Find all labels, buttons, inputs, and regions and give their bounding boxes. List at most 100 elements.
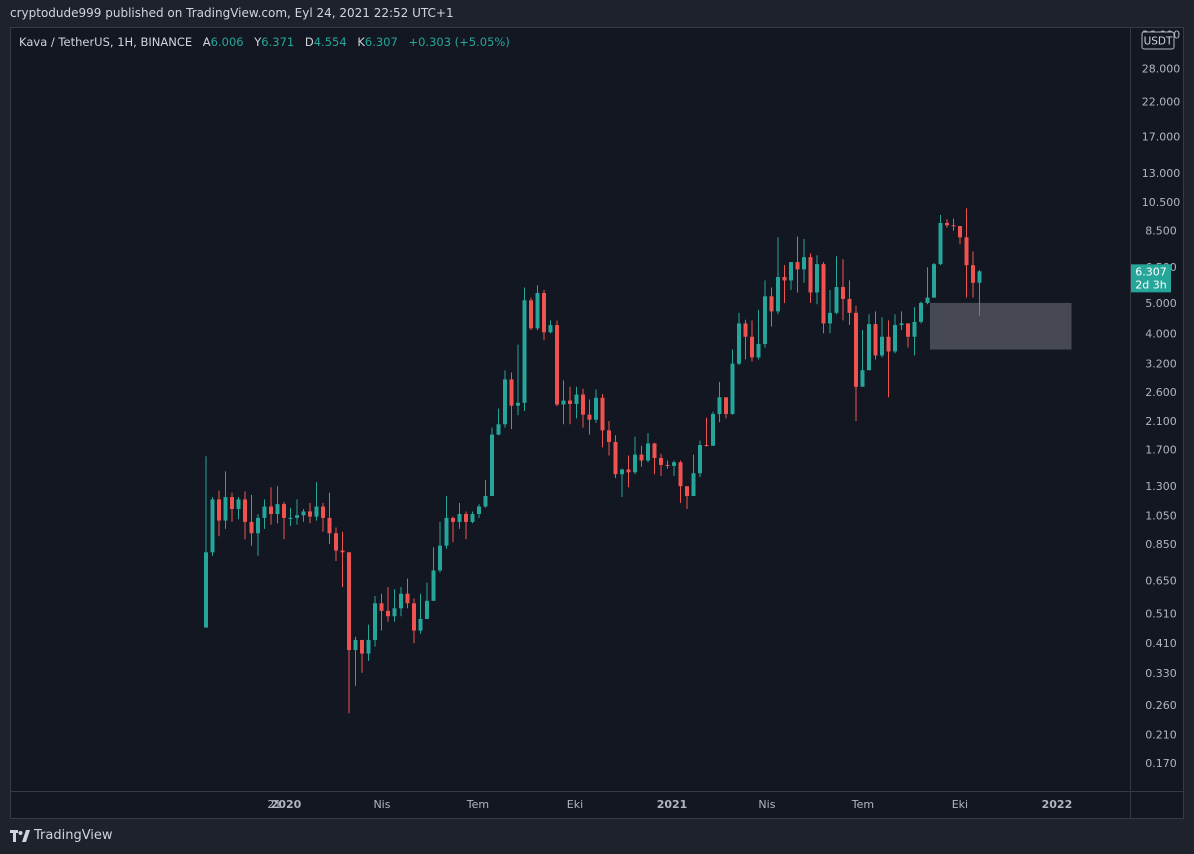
candle bbox=[893, 314, 897, 354]
candle-body bbox=[691, 473, 696, 496]
price-tick-label: 5.000 bbox=[1145, 297, 1177, 310]
candle bbox=[529, 297, 533, 330]
candle bbox=[269, 487, 273, 525]
time-tick-label: 2021 bbox=[657, 798, 688, 811]
candle-body bbox=[808, 257, 813, 293]
candle-body bbox=[522, 300, 527, 403]
candle bbox=[509, 372, 514, 429]
candles-layer bbox=[204, 208, 982, 714]
candle-body bbox=[405, 593, 410, 604]
candle-body bbox=[815, 264, 819, 293]
candle bbox=[223, 471, 228, 529]
candle bbox=[951, 218, 956, 231]
price-tick-label: 2.100 bbox=[1145, 415, 1177, 428]
candle bbox=[386, 586, 390, 622]
candle bbox=[841, 259, 845, 321]
candle bbox=[314, 482, 319, 521]
candle-body bbox=[919, 302, 923, 322]
candle-body bbox=[821, 264, 826, 324]
candle bbox=[802, 238, 806, 283]
candle bbox=[568, 386, 572, 425]
candle bbox=[964, 208, 969, 298]
candle bbox=[737, 312, 741, 365]
candle-body bbox=[529, 300, 533, 329]
candle-body bbox=[496, 424, 501, 435]
candle-body bbox=[795, 262, 800, 270]
candle-body bbox=[951, 225, 956, 227]
price-axis[interactable]: 36.00028.00022.00017.00013.00010.5008.50… bbox=[1142, 28, 1181, 770]
candle bbox=[847, 280, 852, 326]
support-zone-rect[interactable] bbox=[930, 302, 1072, 350]
candlestick-chart[interactable]: 36.00028.00022.00017.00013.00010.5008.50… bbox=[11, 28, 1184, 819]
candle bbox=[932, 263, 936, 298]
candle bbox=[516, 344, 520, 416]
candle-body bbox=[451, 517, 455, 522]
candle-body bbox=[542, 292, 546, 333]
last-price-label: 6.307 2d 3h bbox=[1131, 264, 1171, 293]
candle bbox=[399, 586, 403, 617]
price-tick-label: 0.210 bbox=[1145, 728, 1177, 741]
candle-body bbox=[860, 370, 865, 387]
candle-body bbox=[574, 394, 579, 404]
svg-text:Kava / TetherUS, 1H, BINANCE: Kava / TetherUS, 1H, BINANCE A6.006 Y6.3… bbox=[19, 35, 510, 49]
candle-body bbox=[841, 287, 845, 299]
currency-badge[interactable]: USDT bbox=[1141, 31, 1175, 50]
candle-body bbox=[587, 414, 592, 420]
candle bbox=[782, 265, 787, 303]
candle bbox=[308, 502, 312, 524]
candle-body bbox=[958, 226, 962, 238]
candle bbox=[334, 527, 338, 562]
chart-frame[interactable]: 36.00028.00022.00017.00013.00010.5008.50… bbox=[10, 27, 1184, 819]
candle bbox=[574, 386, 579, 419]
high-label: Y bbox=[253, 35, 262, 49]
candle bbox=[288, 507, 293, 527]
candle-body bbox=[438, 545, 442, 571]
time-tick-label: Tem bbox=[466, 798, 489, 811]
candle bbox=[444, 495, 449, 549]
candle-body bbox=[464, 513, 468, 522]
candle bbox=[750, 320, 754, 362]
candle-body bbox=[483, 495, 488, 507]
candle-body bbox=[893, 325, 897, 352]
close-value: 6.307 bbox=[365, 35, 398, 49]
candle bbox=[867, 314, 871, 371]
price-tick-label: 8.500 bbox=[1145, 225, 1177, 238]
candle-body bbox=[548, 325, 553, 333]
price-tick-label: 22.000 bbox=[1142, 95, 1181, 108]
price-tick-label: 0.510 bbox=[1145, 608, 1177, 621]
candle-body bbox=[269, 506, 273, 514]
candle-body bbox=[334, 533, 338, 551]
candle bbox=[581, 388, 585, 428]
candle bbox=[418, 593, 423, 634]
time-tick-label: Eki bbox=[952, 798, 968, 811]
candle bbox=[600, 394, 605, 448]
candle-body bbox=[698, 445, 702, 474]
candle-body bbox=[938, 222, 943, 265]
candle-body bbox=[360, 639, 364, 654]
candle bbox=[873, 311, 878, 360]
candle-body bbox=[899, 323, 904, 326]
candle-body bbox=[347, 552, 351, 651]
candle-body bbox=[769, 296, 774, 312]
candle-body bbox=[353, 639, 358, 651]
candle-body bbox=[854, 312, 858, 387]
candle-body bbox=[672, 462, 676, 466]
price-tick-label: 0.650 bbox=[1145, 575, 1177, 588]
candle bbox=[620, 468, 624, 498]
time-tick-label: Eki bbox=[567, 798, 583, 811]
candle-body bbox=[782, 277, 787, 281]
candle bbox=[971, 251, 975, 298]
candle-body bbox=[509, 379, 514, 406]
candle bbox=[698, 440, 702, 478]
candle bbox=[243, 491, 247, 540]
candle bbox=[392, 589, 397, 622]
candle bbox=[769, 287, 774, 327]
candle bbox=[821, 262, 826, 334]
candle bbox=[282, 501, 286, 540]
candle-body bbox=[659, 457, 663, 465]
open-value: 6.006 bbox=[211, 35, 244, 49]
candle bbox=[230, 492, 234, 522]
price-tick-label: 13.000 bbox=[1142, 167, 1181, 180]
candle bbox=[204, 456, 208, 628]
